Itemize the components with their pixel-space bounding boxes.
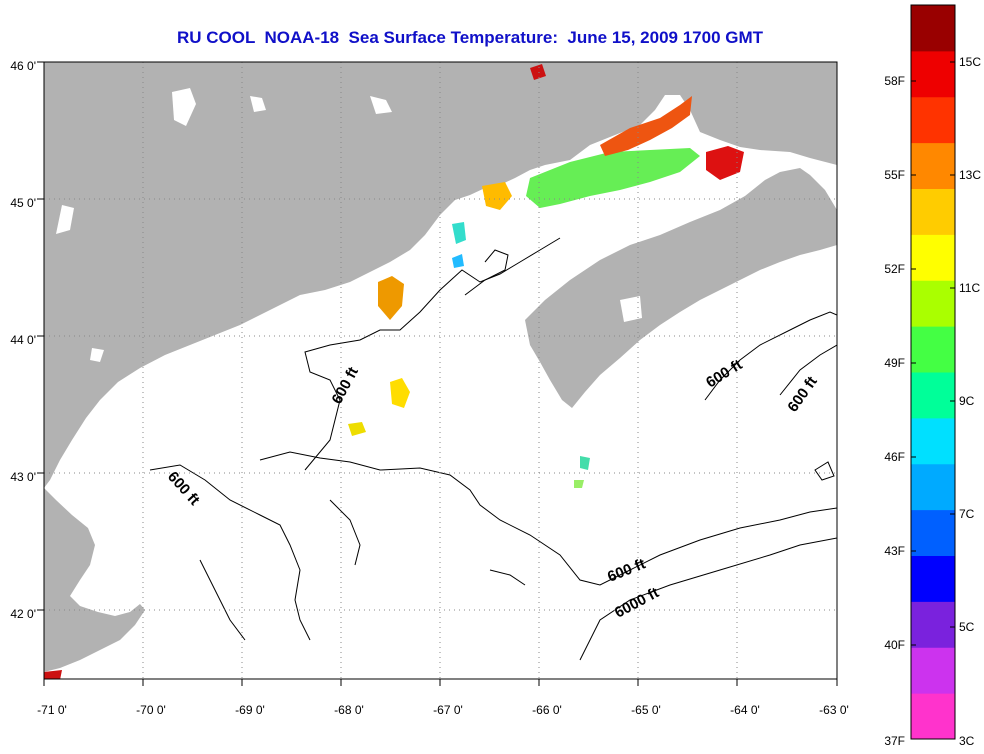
lake <box>90 348 104 362</box>
contour-600ft <box>149 464 311 641</box>
sst-patch <box>44 670 62 679</box>
contour-600ft <box>329 499 361 566</box>
contour-600ft <box>464 249 509 296</box>
lon-label: -69 0' <box>235 703 265 717</box>
contour-600ft <box>489 569 526 586</box>
lon-label: -64 0' <box>730 703 760 717</box>
sst-patch <box>600 96 692 156</box>
sst-patch <box>452 254 464 268</box>
contour-600ft <box>304 237 561 471</box>
land-cape-cod <box>44 488 145 672</box>
sst-patch <box>580 456 590 470</box>
lake <box>56 205 74 234</box>
lon-label: -70 0' <box>136 703 166 717</box>
sst-patch <box>530 64 546 80</box>
lat-label: 42 0' <box>10 607 36 621</box>
lon-label: -66 0' <box>532 703 562 717</box>
sst-patch <box>390 378 410 408</box>
lake <box>172 88 196 126</box>
lon-label: -71 0' <box>37 703 67 717</box>
lake <box>250 96 266 112</box>
lon-label: -68 0' <box>334 703 364 717</box>
lat-label: 44 0' <box>10 333 36 347</box>
lake <box>620 296 642 322</box>
contour-6000ft <box>579 537 837 661</box>
sst-patch <box>574 480 584 488</box>
contour-600ft <box>779 344 837 396</box>
lon-label: -65 0' <box>631 703 661 717</box>
sst-patch <box>706 146 744 180</box>
lat-label: 43 0' <box>10 470 36 484</box>
land-nova-scotia <box>525 168 837 408</box>
lat-label: 46 0' <box>10 59 36 73</box>
sst-patch <box>482 182 512 210</box>
sst-patch <box>452 222 466 244</box>
lon-label: -67 0' <box>433 703 463 717</box>
sst-patch <box>378 276 404 320</box>
land-maine-nb <box>44 62 837 488</box>
lon-label: -63 0' <box>819 703 849 717</box>
chart-title: RU COOL NOAA-18 Sea Surface Temperature:… <box>176 28 764 47</box>
lake <box>370 96 392 114</box>
contour-600ft <box>814 461 835 481</box>
sst-patch <box>348 422 366 436</box>
contour-600ft <box>259 451 837 586</box>
lat-label: 45 0' <box>10 196 36 210</box>
sst-patch <box>526 148 700 208</box>
contour-600ft <box>704 311 837 401</box>
contour-600ft <box>199 559 246 641</box>
